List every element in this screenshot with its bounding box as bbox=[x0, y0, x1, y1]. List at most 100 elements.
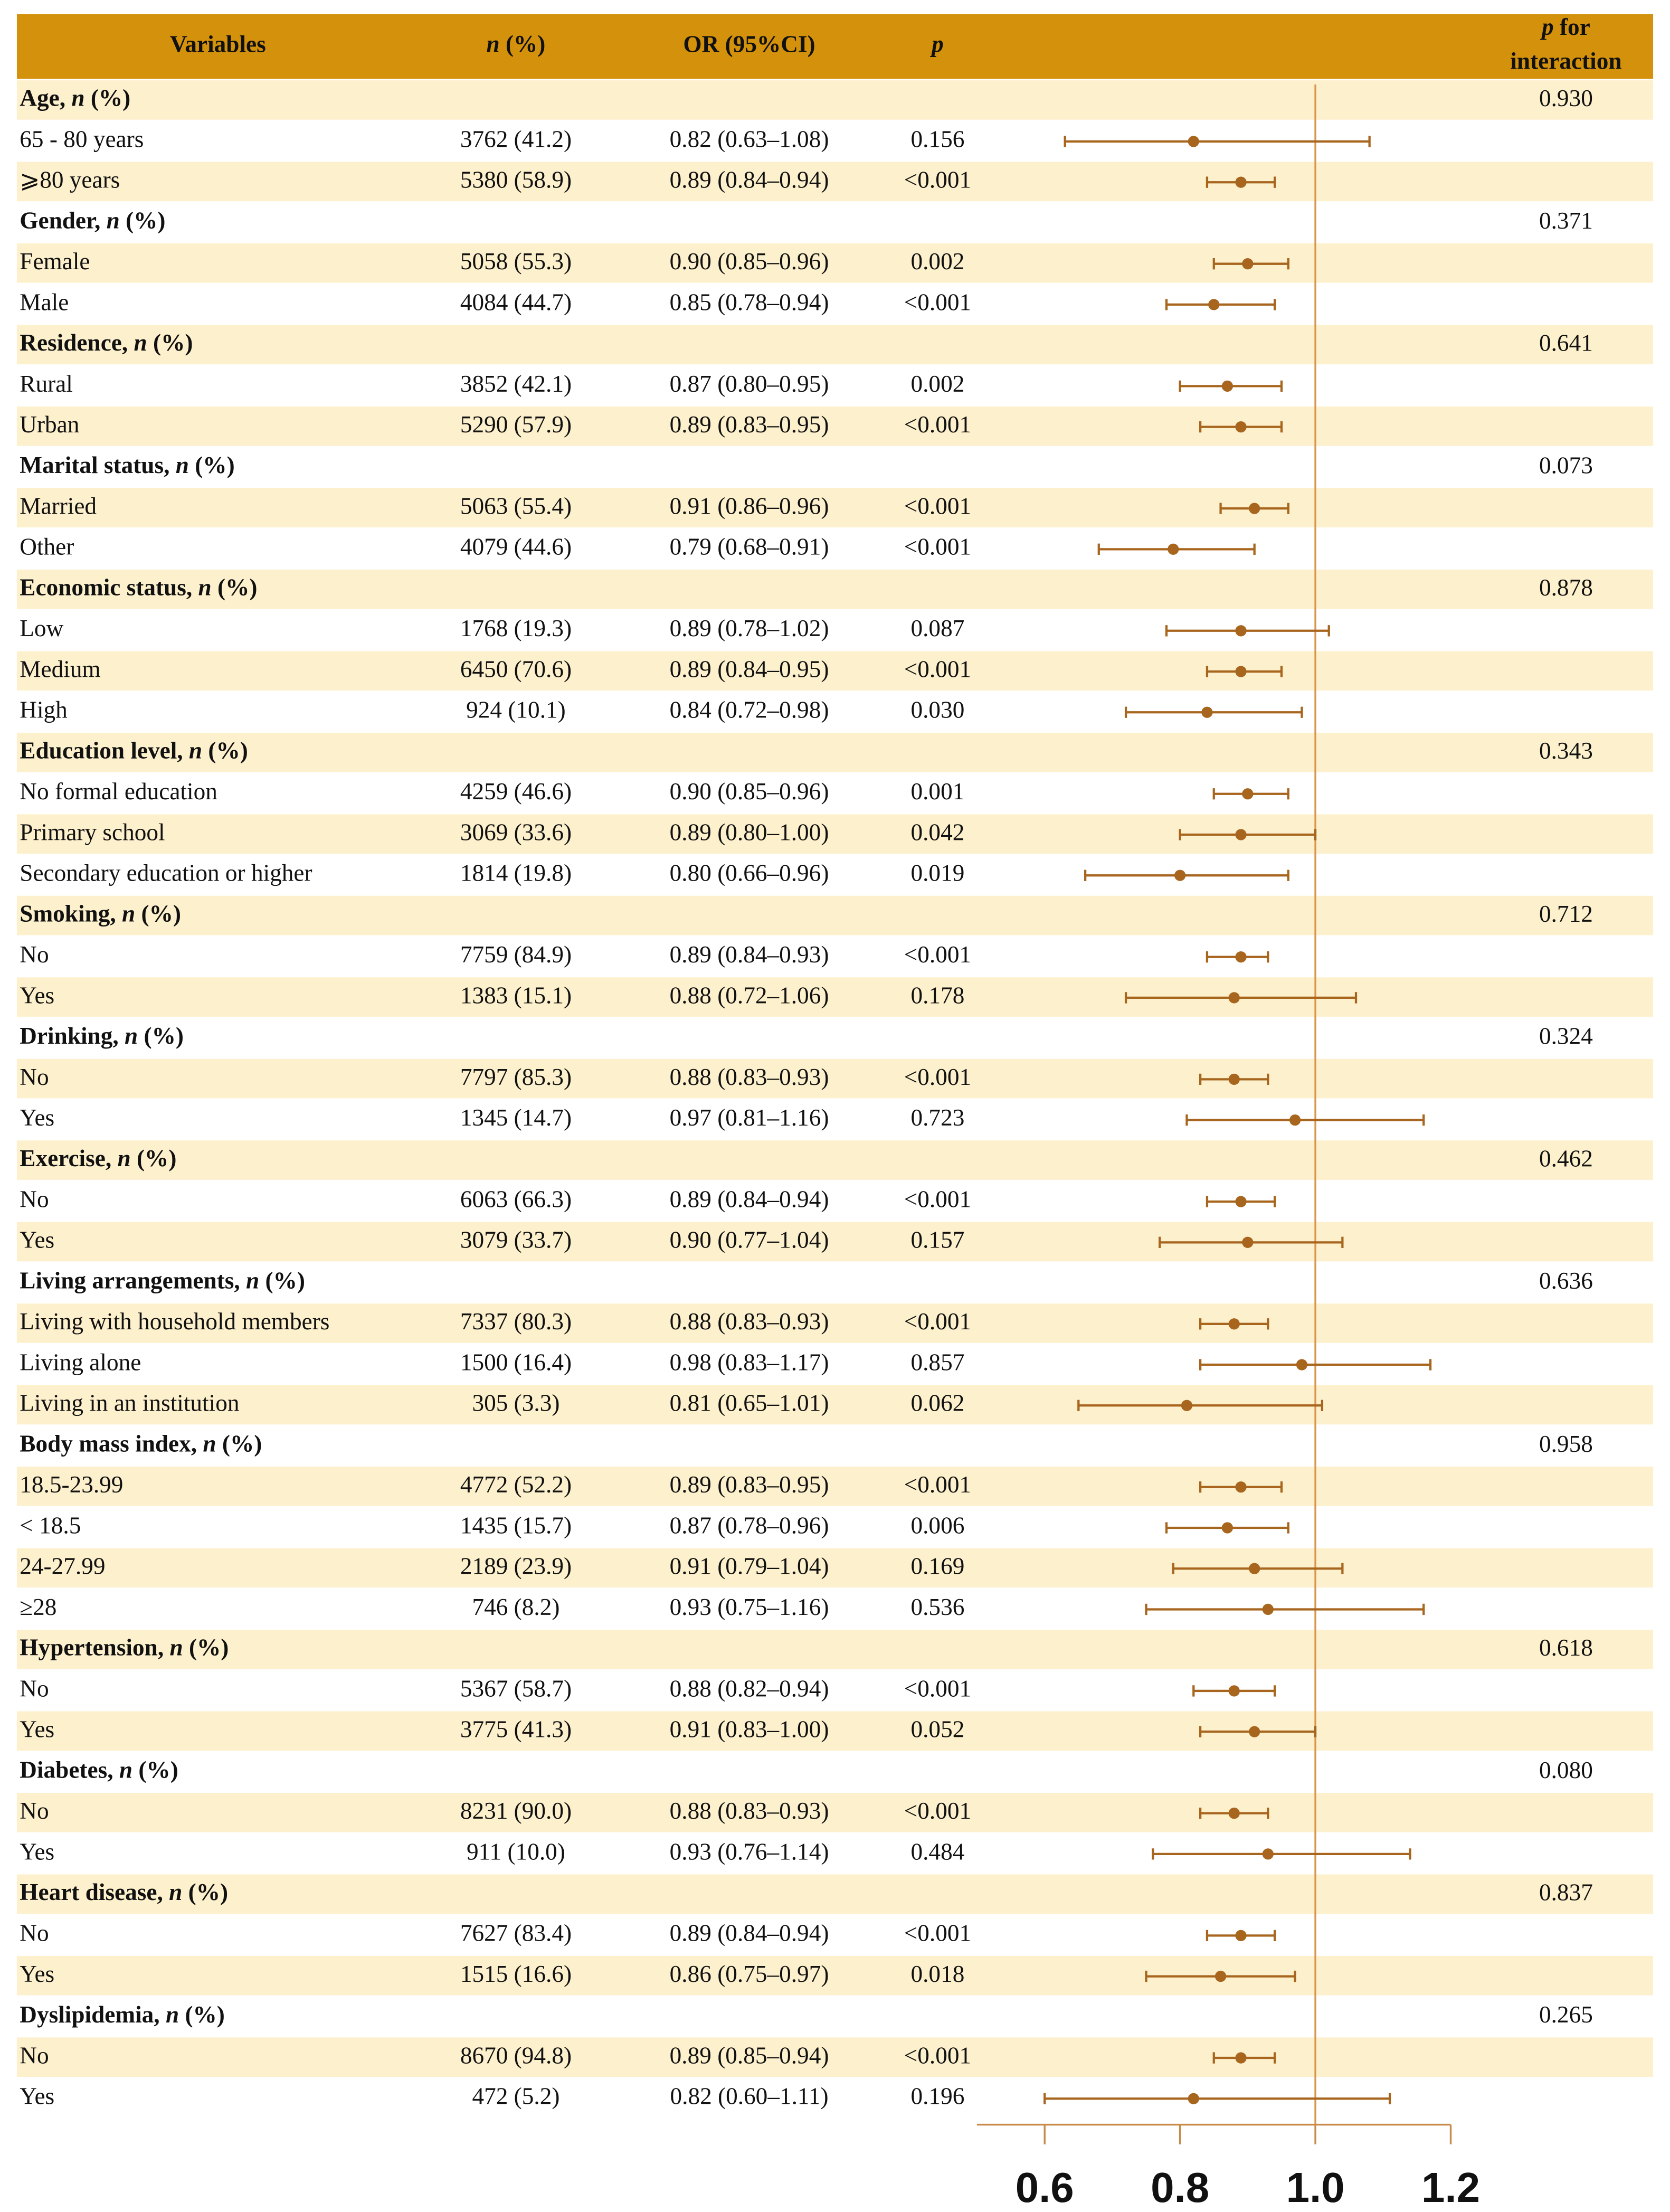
group-label-run: (%) bbox=[212, 574, 258, 601]
group-label: Hypertension, n (%) bbox=[20, 1634, 229, 1661]
n-pct: 1768 (19.3) bbox=[460, 615, 572, 641]
or-point bbox=[1262, 1603, 1274, 1615]
n-pct: 7759 (84.9) bbox=[460, 941, 572, 968]
group-label-run: Drinking, bbox=[20, 1023, 125, 1050]
row-stripe bbox=[16, 2037, 1654, 2077]
or-point bbox=[1242, 788, 1254, 800]
group-label-run: n bbox=[246, 1268, 259, 1294]
or-ci: 0.90 (0.85–0.96) bbox=[670, 248, 829, 275]
p-value: <0.001 bbox=[904, 1675, 971, 1701]
group-label-run: (%) bbox=[183, 1634, 229, 1661]
or-ci: 0.93 (0.76–1.14) bbox=[670, 1838, 829, 1865]
p-value: <0.001 bbox=[904, 167, 971, 193]
group-label-run: Residence, bbox=[20, 330, 134, 356]
or-point bbox=[1228, 1807, 1240, 1819]
row-label: High bbox=[20, 697, 68, 723]
n-pct: 924 (10.1) bbox=[466, 697, 566, 723]
row-stripe bbox=[16, 569, 1654, 609]
or-ci: 0.89 (0.80–1.00) bbox=[670, 819, 829, 845]
header-p-interaction-run: p bbox=[1540, 14, 1554, 41]
n-pct: 3079 (33.7) bbox=[460, 1227, 572, 1253]
group-label: Smoking, n (%) bbox=[20, 901, 181, 927]
or-ci: 0.89 (0.85–0.94) bbox=[670, 2042, 829, 2068]
row-stripe bbox=[16, 1467, 1654, 1506]
n-pct: 6063 (66.3) bbox=[460, 1186, 572, 1212]
row-label: Living in an institution bbox=[20, 1390, 239, 1416]
p-interaction: 0.073 bbox=[1539, 452, 1593, 478]
or-point bbox=[1228, 1685, 1240, 1697]
row-label: Living with household members bbox=[20, 1308, 329, 1335]
or-point bbox=[1249, 503, 1260, 514]
or-point bbox=[1262, 1848, 1274, 1860]
row-stripe bbox=[16, 162, 1654, 202]
group-label-run: n bbox=[176, 452, 189, 478]
p-value: <0.001 bbox=[904, 1471, 971, 1498]
or-ci: 0.86 (0.75–0.97) bbox=[670, 1961, 829, 1987]
or-point bbox=[1228, 1073, 1240, 1085]
group-label-run: n bbox=[134, 330, 147, 356]
group-label-run: Smoking, bbox=[20, 901, 122, 927]
p-value: <0.001 bbox=[904, 411, 971, 438]
n-pct: 1345 (14.7) bbox=[460, 1104, 572, 1131]
or-point bbox=[1221, 380, 1233, 392]
row-label: No bbox=[20, 941, 49, 968]
or-ci: 0.89 (0.84–0.94) bbox=[670, 167, 829, 193]
or-point bbox=[1235, 951, 1247, 963]
group-label-run: n bbox=[203, 1431, 216, 1457]
x-tick-label: 1.2 bbox=[1421, 2164, 1480, 2211]
row-stripe bbox=[16, 732, 1654, 772]
p-value: 0.169 bbox=[910, 1553, 964, 1580]
header-p-interaction: interaction bbox=[1510, 48, 1621, 74]
group-label: Marital status, n (%) bbox=[20, 452, 234, 478]
or-point bbox=[1188, 136, 1199, 147]
ci-whisker bbox=[1064, 136, 1371, 147]
p-value: 0.001 bbox=[910, 778, 964, 805]
n-pct: 305 (3.3) bbox=[472, 1390, 559, 1416]
or-ci: 0.80 (0.66–0.96) bbox=[670, 860, 829, 886]
group-label-run: n bbox=[107, 207, 120, 234]
row-stripe bbox=[16, 80, 1654, 120]
row-stripe bbox=[16, 1955, 1654, 1996]
group-label-run: Gender, bbox=[20, 207, 106, 234]
p-value: 0.087 bbox=[910, 615, 964, 641]
group-label-run: n bbox=[189, 738, 202, 764]
p-value: 0.062 bbox=[910, 1390, 964, 1416]
row-label: Male bbox=[20, 289, 69, 315]
row-label: Yes bbox=[20, 1104, 54, 1131]
group-label: Exercise, n (%) bbox=[20, 1145, 176, 1171]
p-value: 0.484 bbox=[910, 1838, 964, 1865]
or-ci: 0.89 (0.84–0.95) bbox=[670, 656, 829, 682]
ci-whisker bbox=[1185, 1114, 1425, 1126]
n-pct: 2189 (23.9) bbox=[460, 1553, 572, 1580]
or-point bbox=[1289, 1114, 1301, 1126]
row-label: Yes bbox=[20, 1227, 54, 1253]
group-label-run: (%) bbox=[135, 901, 181, 927]
or-ci: 0.90 (0.85–0.96) bbox=[670, 778, 829, 805]
p-interaction: 0.618 bbox=[1539, 1634, 1593, 1661]
row-stripe bbox=[16, 488, 1654, 528]
p-value: 0.006 bbox=[910, 1512, 964, 1538]
n-pct: 4079 (44.6) bbox=[460, 534, 572, 560]
or-ci: 0.89 (0.84–0.93) bbox=[670, 941, 829, 968]
row-stripe bbox=[16, 895, 1654, 935]
p-value: <0.001 bbox=[904, 493, 971, 519]
row-stripe bbox=[16, 1630, 1654, 1669]
row-label: Rural bbox=[20, 371, 73, 397]
header-variables: Variables bbox=[170, 31, 266, 58]
group-label: Heart disease, n (%) bbox=[20, 1879, 228, 1906]
p-interaction: 0.462 bbox=[1539, 1145, 1593, 1171]
row-stripe bbox=[16, 814, 1654, 854]
p-value: 0.723 bbox=[910, 1104, 964, 1131]
or-point bbox=[1181, 1400, 1193, 1411]
row-label: Urban bbox=[20, 411, 79, 438]
p-value: 0.536 bbox=[910, 1594, 964, 1620]
group-label: Dyslipidemia, n (%) bbox=[20, 2001, 225, 2028]
n-pct: 746 (8.2) bbox=[472, 1594, 559, 1620]
or-ci: 0.97 (0.81–1.16) bbox=[670, 1104, 829, 1131]
or-ci: 0.91 (0.83–1.00) bbox=[670, 1716, 829, 1743]
p-interaction: 0.878 bbox=[1539, 574, 1593, 601]
n-pct: 4772 (52.2) bbox=[460, 1471, 572, 1498]
header-n-run: n bbox=[486, 31, 499, 58]
group-label: Living arrangements, n (%) bbox=[20, 1268, 305, 1294]
